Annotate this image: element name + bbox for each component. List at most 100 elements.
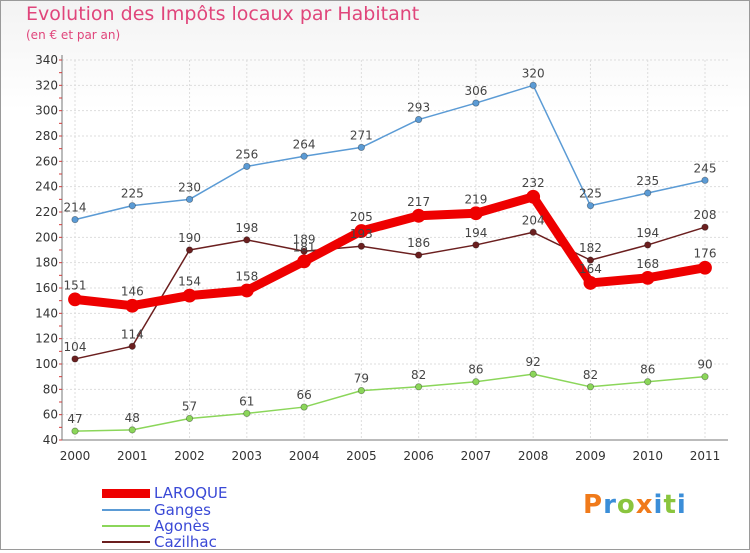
y-tick-label: 240 — [35, 180, 58, 194]
proxiti-logo: Proxiti — [583, 490, 687, 520]
data-point — [411, 208, 426, 223]
legend-item-cazilhac[interactable]: Cazilhac — [102, 533, 262, 553]
data-point — [415, 115, 423, 124]
y-tick-label: 40 — [43, 433, 58, 447]
legend-swatch-cazilhac — [102, 541, 150, 543]
data-label: 205 — [350, 210, 373, 224]
legend-item-agones[interactable]: Agonès — [102, 517, 262, 537]
series-line-cazilhac — [74, 226, 706, 360]
legend-item-ganges[interactable]: Ganges — [102, 501, 262, 521]
logo-letter: t — [663, 490, 677, 520]
series-line-ganges — [74, 84, 706, 221]
data-label: 146 — [121, 285, 144, 299]
data-label: 92 — [526, 355, 541, 369]
data-point — [586, 383, 595, 391]
y-tick-label: 100 — [35, 357, 58, 371]
data-point — [185, 246, 194, 254]
data-point — [526, 189, 541, 204]
data-point — [297, 254, 311, 269]
grid-layer — [62, 59, 728, 441]
data-point — [71, 427, 79, 435]
data-point — [472, 378, 480, 386]
x-tick-label: 2002 — [174, 449, 205, 463]
data-label: 264 — [293, 137, 316, 151]
data-point — [640, 270, 655, 285]
data-point — [300, 403, 308, 411]
data-point — [698, 260, 712, 275]
y-tick-label: 300 — [35, 104, 58, 118]
data-label: 168 — [636, 257, 659, 271]
series-layer — [68, 81, 712, 435]
data-point — [71, 216, 79, 224]
legend-swatch-agones — [102, 525, 150, 527]
data-label: 79 — [354, 372, 369, 386]
data-label: 190 — [178, 231, 201, 245]
data-point — [357, 242, 365, 250]
legend-label-laroque: LAROQUE — [154, 484, 228, 502]
data-point — [185, 414, 194, 423]
data-label: 306 — [464, 84, 487, 98]
data-label: 66 — [296, 388, 311, 402]
data-point — [239, 283, 254, 298]
y-tick-label: 80 — [43, 382, 58, 396]
data-point — [125, 298, 140, 313]
data-label: 225 — [121, 187, 144, 201]
x-tick-label: 2006 — [403, 449, 434, 463]
data-label: 214 — [64, 201, 87, 215]
data-label: 293 — [407, 101, 430, 115]
x-tick-label: 2001 — [117, 449, 148, 463]
chart-subtitle: (en € et par an) — [26, 28, 121, 42]
data-label: 61 — [239, 394, 254, 408]
data-point — [300, 247, 308, 255]
data-point — [354, 224, 369, 238]
x-tick-label: 2010 — [632, 449, 663, 463]
data-point — [243, 162, 251, 170]
data-label: 151 — [64, 278, 87, 292]
data-label: 194 — [464, 226, 487, 240]
data-label: 320 — [522, 66, 545, 80]
data-label: 158 — [235, 270, 258, 284]
data-point — [128, 342, 136, 350]
logo-letter: r — [603, 490, 617, 520]
data-label: 48 — [125, 411, 140, 425]
x-tick-label: 2003 — [232, 449, 263, 463]
legend-swatch-laroque — [102, 489, 150, 498]
data-point — [583, 276, 598, 290]
data-point — [128, 426, 136, 434]
logo-letter: i — [653, 490, 664, 520]
data-label: 182 — [579, 241, 602, 255]
y-tick-label: 160 — [35, 281, 58, 295]
logo-letter: o — [616, 490, 636, 520]
x-tick-label: 2000 — [60, 449, 91, 463]
data-label: 232 — [522, 176, 545, 190]
series-line-laroque — [70, 192, 710, 311]
logo-letter: P — [583, 490, 604, 520]
data-point — [128, 202, 136, 210]
legend-label-agones: Agonès — [154, 517, 210, 535]
data-point — [300, 152, 308, 160]
data-label: 217 — [407, 195, 430, 209]
data-point — [357, 143, 365, 151]
chart-title: Evolution des Impôts locaux par Habitant — [26, 3, 420, 25]
legend-item-laroque[interactable]: LAROQUE — [102, 484, 262, 504]
data-point — [71, 355, 79, 363]
x-tick-label: 2007 — [461, 449, 492, 463]
axis-layer: 40 60 80 100 120 140 160 180 200 220 240 260 280 300 3… — [35, 53, 728, 463]
legend-label-cazilhac: Cazilhac — [154, 533, 217, 551]
x-tick-label: 2005 — [346, 449, 377, 463]
data-label: 82 — [411, 368, 426, 382]
data-point — [644, 241, 652, 249]
y-tick-label: 340 — [35, 53, 58, 67]
data-label: 57 — [182, 399, 197, 413]
data-label: 154 — [178, 275, 201, 289]
data-label: 271 — [350, 128, 373, 142]
data-label: 186 — [407, 236, 430, 250]
data-point — [243, 236, 251, 244]
x-tick-label: 2008 — [518, 449, 549, 463]
data-label: 225 — [579, 187, 602, 201]
data-point — [243, 409, 251, 417]
data-point — [357, 386, 365, 395]
y-tick-label: 280 — [35, 129, 58, 143]
data-label: 235 — [636, 174, 659, 188]
